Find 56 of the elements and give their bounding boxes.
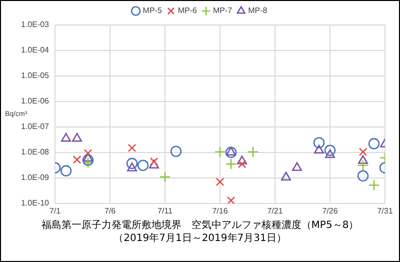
y-tick-label: 1.0E-10 (20, 198, 50, 208)
point (237, 156, 247, 164)
point (281, 172, 291, 181)
x-tick-label: 7/31 (377, 206, 394, 216)
point (368, 180, 380, 191)
point (226, 196, 236, 204)
point (72, 132, 82, 142)
legend-label: MP-7 (213, 6, 233, 16)
point (292, 162, 302, 171)
point (72, 155, 82, 164)
point (226, 146, 236, 156)
point (150, 157, 158, 166)
point (128, 144, 136, 152)
y-tick-label: 1.0E-04 (20, 46, 50, 55)
y-tick-label: 1.0E-08 (20, 148, 50, 157)
point (60, 165, 72, 176)
point (82, 156, 94, 168)
y-tick-label: 1.0E-03 (20, 20, 50, 30)
x-tick-label: 7/21 (267, 206, 284, 216)
point (127, 162, 137, 172)
point (357, 160, 369, 172)
point (358, 148, 368, 156)
point (247, 146, 259, 158)
y-tick-label: 1.0E-05 (20, 71, 50, 80)
point (214, 146, 226, 158)
point (238, 160, 246, 168)
point (225, 146, 237, 158)
legend-label: MP-5 (142, 6, 162, 16)
point (357, 170, 369, 182)
text: （2019年7月1日～2019年7月31日） (112, 232, 288, 245)
point (159, 171, 171, 183)
point (216, 178, 224, 186)
x-tick-label: 7/16 (212, 206, 228, 216)
point (170, 146, 182, 158)
point (324, 144, 336, 156)
point (368, 138, 380, 150)
legend-label: MP-6 (178, 6, 198, 16)
x-tick-label: 7/26 (322, 206, 338, 216)
x-tick-label: 7/1 (49, 206, 62, 216)
y-tick-label: 1.0E-06 (20, 96, 50, 106)
point (313, 137, 325, 148)
point (126, 158, 138, 170)
legend-label: MP-8 (248, 6, 268, 16)
point (225, 158, 237, 170)
x-tick-label: 7/6 (104, 206, 116, 216)
point (149, 160, 159, 169)
point (61, 132, 71, 142)
point (314, 144, 324, 154)
point (325, 149, 335, 158)
point (82, 154, 94, 166)
text: 福島第一原子力発電所敷地境界 空気中アルファ核種濃度（MP5～8） (40, 219, 360, 232)
point (358, 155, 368, 164)
x-tick-label: 7/11 (158, 206, 174, 216)
point (137, 160, 149, 172)
y-tick-label: 1.0E-07 (20, 122, 50, 132)
y-tick-label: 1.0E-09 (20, 173, 50, 182)
